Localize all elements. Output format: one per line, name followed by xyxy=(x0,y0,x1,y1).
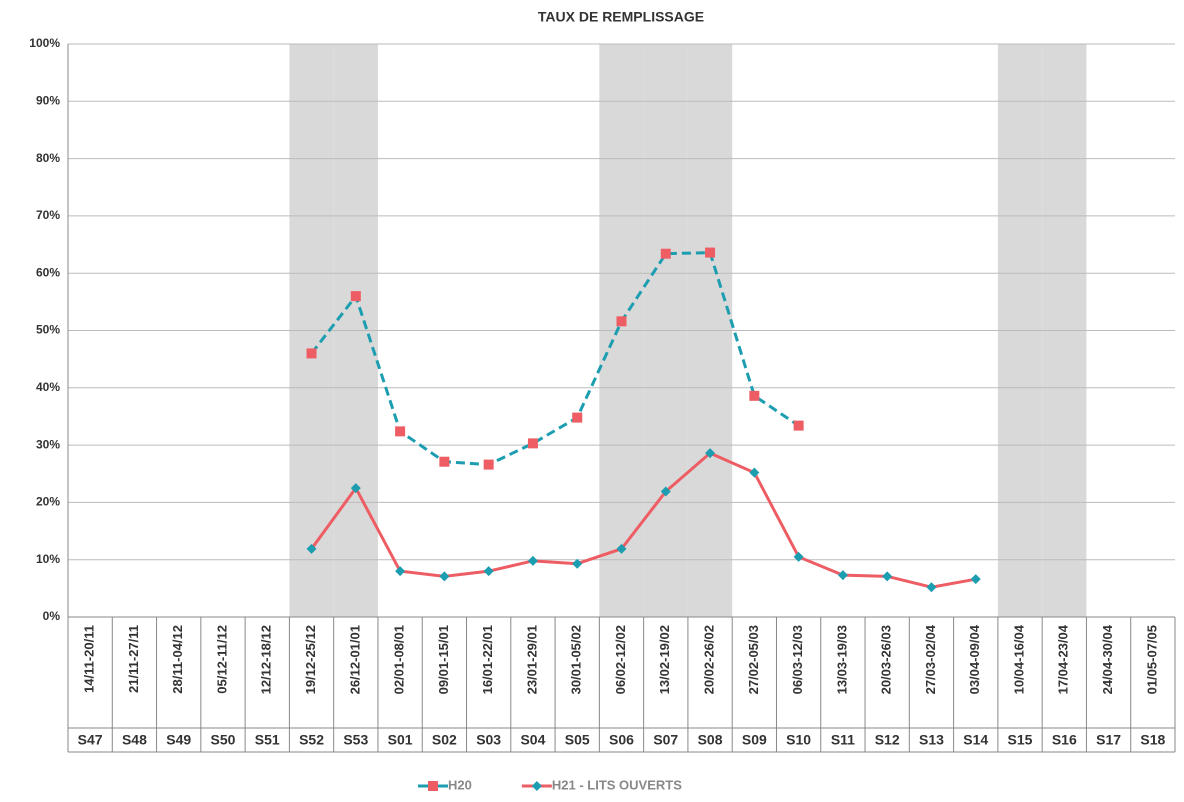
x-tick-label: S11 xyxy=(831,732,855,748)
marker xyxy=(970,574,981,585)
x-tick-label: S49 xyxy=(166,732,191,748)
date-range-label: 27/02-05/03 xyxy=(746,625,761,694)
x-tick-label: S04 xyxy=(520,732,545,748)
y-tick-label: 70% xyxy=(36,208,60,222)
marker xyxy=(705,247,716,258)
marker xyxy=(483,566,494,577)
date-range-label: 02/01-08/01 xyxy=(392,625,407,694)
date-range-label: 19/12-25/12 xyxy=(303,625,318,694)
y-tick-label: 50% xyxy=(36,323,60,337)
x-tick-label: S47 xyxy=(78,732,103,748)
x-tick-label: S48 xyxy=(122,732,147,748)
date-range-label: 27/03-02/04 xyxy=(923,624,938,694)
x-tick-label: S18 xyxy=(1140,732,1165,748)
x-tick-label: S10 xyxy=(786,732,811,748)
marker xyxy=(306,348,317,359)
date-range-label: 13/02-19/02 xyxy=(657,625,672,694)
y-tick-label: 10% xyxy=(36,552,60,566)
x-tick-label: S52 xyxy=(299,732,324,748)
x-tick-label: S03 xyxy=(476,732,501,748)
date-range-label: 17/04-23/04 xyxy=(1056,624,1071,694)
y-tick-label: 100% xyxy=(29,36,60,50)
x-tick-label: S07 xyxy=(653,732,678,748)
date-range-label: 26/12-01/01 xyxy=(347,625,362,694)
date-range-label: 21/11-27/11 xyxy=(126,625,141,693)
marker xyxy=(439,456,450,467)
marker xyxy=(531,781,542,791)
marker xyxy=(882,571,893,582)
date-range-label: 14/11-20/11 xyxy=(82,625,97,693)
date-range-label: 12/12-18/12 xyxy=(259,625,274,694)
marker xyxy=(660,248,671,259)
marker xyxy=(837,570,848,581)
marker xyxy=(616,316,627,327)
x-tick-label: S13 xyxy=(919,732,944,748)
marker xyxy=(527,555,538,566)
x-tick-label: S51 xyxy=(255,732,280,748)
marker xyxy=(660,486,671,497)
date-range-label: 03/04-09/04 xyxy=(967,624,982,694)
date-range-label: 20/03-26/03 xyxy=(879,625,894,694)
y-tick-label: 30% xyxy=(36,437,60,451)
date-range-label: 16/01-22/01 xyxy=(480,625,495,694)
date-range-label: 10/04-16/04 xyxy=(1011,624,1026,694)
date-range-label: 20/02-26/02 xyxy=(701,625,716,694)
x-tick-label: S14 xyxy=(963,732,988,748)
marker xyxy=(793,420,804,431)
marker xyxy=(616,543,627,554)
marker xyxy=(306,543,317,554)
date-range-label: 09/01-15/01 xyxy=(436,625,451,694)
marker xyxy=(572,558,583,569)
marker xyxy=(749,467,760,478)
marker xyxy=(926,582,937,593)
chart-title: TAUX DE REMPLISSAGE xyxy=(538,9,704,25)
marker xyxy=(527,438,538,449)
date-range-label: 06/02-12/02 xyxy=(613,625,628,694)
date-range-label: 06/03-12/03 xyxy=(790,625,805,694)
y-tick-label: 0% xyxy=(43,609,61,623)
x-tick-label: S12 xyxy=(875,732,900,748)
marker xyxy=(483,459,494,470)
date-range-label: 01/05-07/05 xyxy=(1144,625,1159,694)
x-tick-label: S01 xyxy=(388,732,413,748)
x-tick-label: S06 xyxy=(609,732,634,748)
marker xyxy=(793,551,804,562)
x-tick-label: S17 xyxy=(1096,732,1121,748)
date-range-label: 30/01-05/02 xyxy=(569,625,584,694)
legend-label: H20 xyxy=(448,777,472,792)
y-tick-label: 40% xyxy=(36,380,60,394)
marker xyxy=(439,571,450,582)
x-tick-label: S50 xyxy=(211,732,236,748)
legend-label: H21 - LITS OUVERTS xyxy=(552,777,682,792)
marker xyxy=(350,483,361,494)
x-tick-label: S15 xyxy=(1008,732,1033,748)
y-tick-label: 20% xyxy=(36,495,60,509)
x-tick-label: S16 xyxy=(1052,732,1077,748)
marker xyxy=(350,291,361,302)
marker xyxy=(749,390,760,401)
marker xyxy=(395,566,406,577)
x-tick-label: S09 xyxy=(742,732,767,748)
marker xyxy=(395,426,406,437)
y-tick-label: 90% xyxy=(36,93,60,107)
x-tick-label: S02 xyxy=(432,732,457,748)
date-range-label: 28/11-04/12 xyxy=(170,625,185,694)
date-range-label: 24/04-30/04 xyxy=(1100,624,1115,694)
date-range-label: 23/01-29/01 xyxy=(524,625,539,694)
date-range-label: 05/12-11/12 xyxy=(214,625,229,694)
marker xyxy=(572,412,583,423)
y-tick-label: 80% xyxy=(36,151,60,165)
series-line xyxy=(310,251,800,467)
x-tick-label: S53 xyxy=(343,732,368,748)
y-tick-label: 60% xyxy=(36,265,60,279)
date-range-label: 13/03-19/03 xyxy=(834,625,849,694)
x-tick-label: S08 xyxy=(698,732,723,748)
x-tick-label: S05 xyxy=(565,732,590,748)
series-line xyxy=(310,451,977,589)
marker xyxy=(705,448,716,459)
marker xyxy=(428,781,438,791)
